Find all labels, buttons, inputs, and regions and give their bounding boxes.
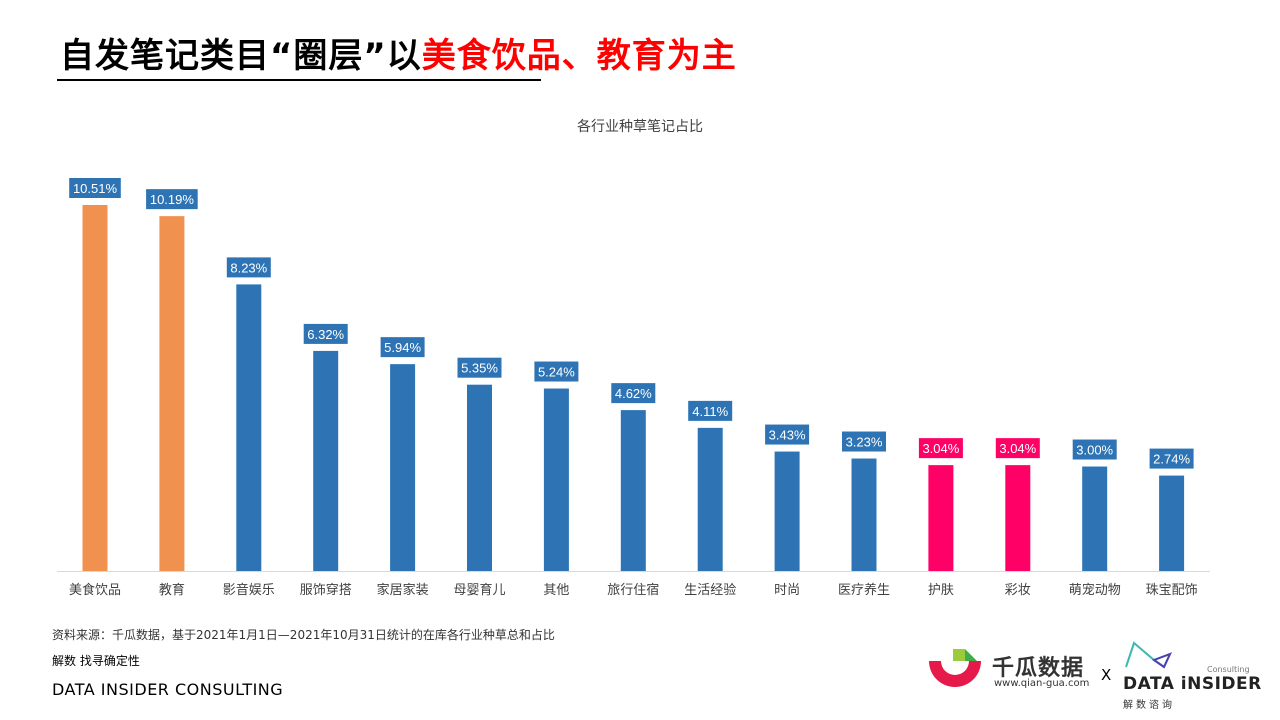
bar [82,205,108,571]
data-label-box [303,323,348,344]
data-label-box [146,189,198,210]
x-tick-label: 时尚 [774,583,800,598]
bar [620,410,646,571]
data-label-box [918,438,963,459]
data-label-box [226,257,271,278]
bar [928,465,954,571]
data-label: 8.23% [230,260,267,275]
qiangua-logo-icon [929,649,981,687]
x-tick-label: 旅行住宿 [607,582,659,598]
logo-separator: X [1101,666,1112,684]
data-label-box [1149,448,1194,469]
data-label-box [842,431,886,452]
data-label: 3.23% [846,435,883,450]
x-tick-label: 影音娱乐 [223,582,275,598]
data-label-box [380,337,425,358]
bar [697,427,723,571]
x-tick-label: 美食饮品 [69,582,121,598]
slogan: 解数 找寻确定性 [52,654,140,668]
title-prefix: 自发笔记类目“圈层”以 [60,36,422,76]
qiangua-name: 千瓜数据 [992,656,1085,681]
data-label: 5.24% [538,365,575,380]
x-tick-label: 服饰穿搭 [300,582,352,598]
x-tick-label: 护肤 [928,583,954,598]
title-highlight: 美食饮品、教育为主 [421,36,737,76]
bar [313,350,339,571]
data-label-box [1072,439,1117,460]
source-note: 资料来源：千瓜数据，基于2021年1月1日—2021年10月31日统计的在库各行… [52,628,555,642]
data-insider-logo-icon [1125,641,1172,669]
data-label: 3.04% [999,441,1036,456]
x-tick-label: 萌宠动物 [1069,582,1121,598]
x-tick-label: 医疗养生 [838,582,890,598]
bar [543,388,569,571]
di-consulting: Consulting [1207,665,1250,674]
bar [159,216,185,571]
data-label: 6.32% [307,327,344,342]
title-underline [57,79,541,81]
data-label-box [995,438,1040,459]
di-name: DATA iNSIDER [1123,674,1262,694]
bar [1159,475,1185,571]
data-label: 10.19% [150,192,195,207]
data-label-box [457,357,502,378]
bar [390,364,416,571]
bar [467,384,492,571]
chart-title: 各行业种草笔记占比 [577,119,703,135]
data-label: 2.74% [1153,452,1190,467]
bar [851,458,877,571]
data-label: 4.62% [615,386,652,401]
x-tick-label: 彩妆 [1005,583,1031,598]
bar [1005,465,1031,571]
data-label: 4.11% [692,404,728,419]
bar [774,451,800,571]
x-tick-label: 生活经验 [684,582,736,598]
data-label: 3.04% [922,441,959,456]
bar-chart: 10.51% 美食饮品 10.19% 教育 8.23% 影音娱乐 6.32% 服饰穿搭 5.94… [57,178,1210,598]
bar [236,284,262,571]
page-title: 自发笔记类目“圈层”以美食饮品、教育为主 [60,28,737,77]
data-label-box [534,361,579,382]
data-label-box [69,178,121,198]
qiangua-url: www.qian-gua.com [994,678,1090,689]
bar [1082,466,1108,571]
x-tick-label: 家居家装 [377,582,429,598]
data-label: 5.35% [461,361,498,376]
x-tick-label: 母婴育儿 [453,582,505,598]
data-label-box [765,424,810,445]
di-cn: 解数谘询 [1123,700,1175,711]
data-label: 3.43% [769,428,806,443]
x-tick-label: 珠宝配饰 [1146,583,1198,598]
data-label: 3.00% [1076,443,1113,458]
data-label-box [611,383,656,404]
brand-text: DATA INSIDER CONSULTING [52,680,284,699]
data-label: 5.94% [384,340,421,355]
x-tick-label: 其他 [543,583,569,598]
data-label-box [688,400,733,421]
data-label: 10.51% [73,181,118,196]
x-tick-label: 教育 [159,582,185,598]
